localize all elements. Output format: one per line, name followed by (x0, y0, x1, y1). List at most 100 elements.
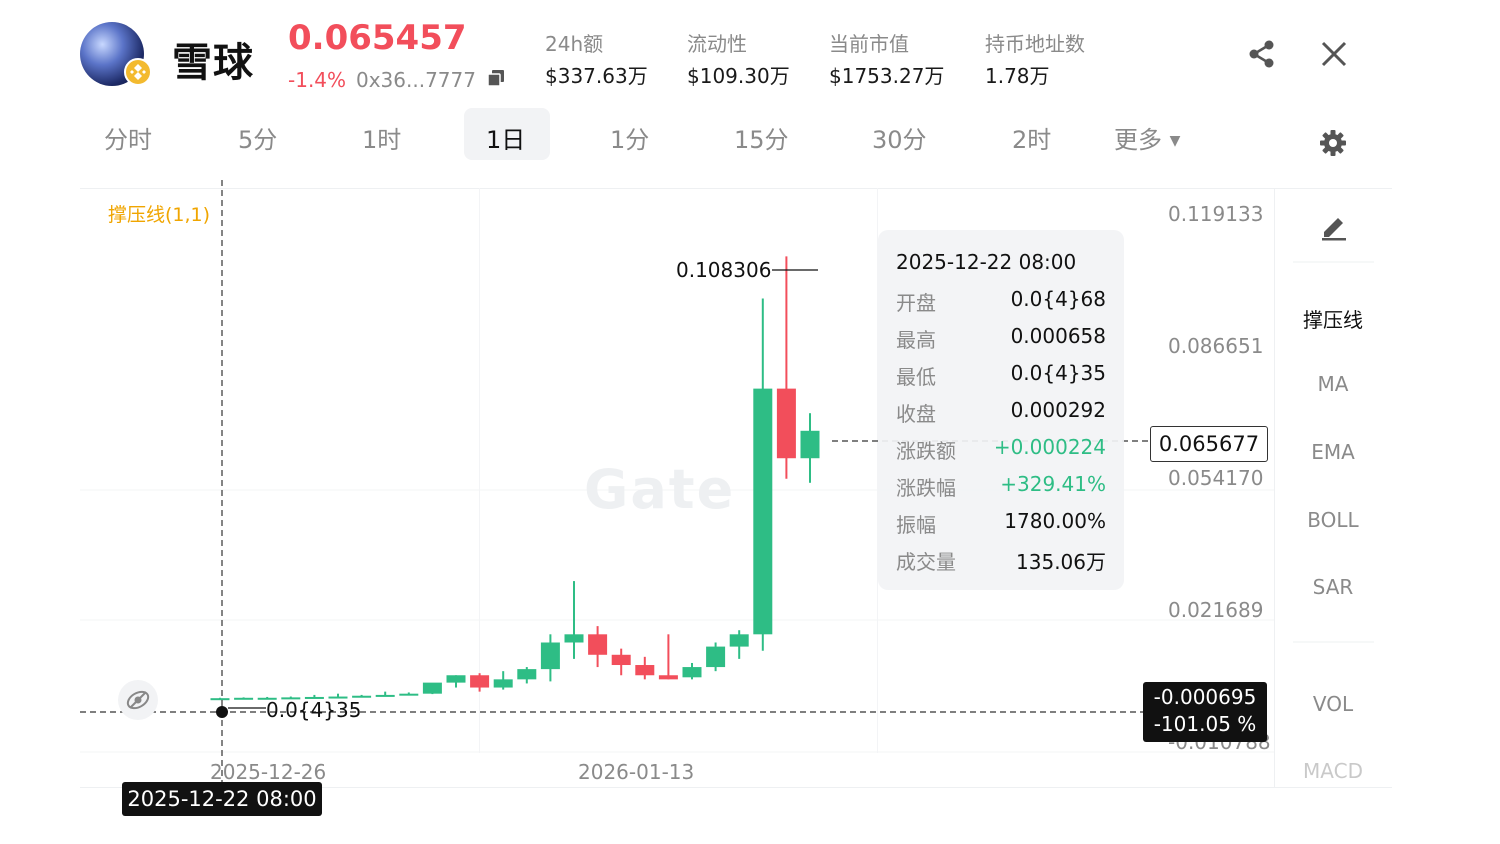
candle-body[interactable] (517, 669, 537, 680)
x-axis-label: 2025-12-26 (210, 760, 327, 784)
stat-value-volume: $337.63万 (545, 64, 648, 88)
candle-body[interactable] (611, 654, 631, 666)
current-price: 0.065457 (288, 18, 467, 58)
tab-timeshare[interactable]: 分时 (104, 126, 152, 154)
stat-label-liquidity: 流动性 (687, 32, 747, 56)
sidebar-tool-ema[interactable]: EMA (1311, 440, 1355, 464)
candle-body[interactable] (729, 634, 749, 647)
tooltip-high-label: 最高 (896, 328, 936, 352)
tooltip-change-label: 涨跌额 (896, 439, 956, 463)
crosshair-value: -0.000695 (1153, 685, 1257, 709)
peak-price-label: 0.108306 (676, 258, 772, 282)
gear-icon[interactable] (1318, 128, 1348, 158)
price-change: -1.4% (288, 68, 347, 92)
candle-body[interactable] (304, 696, 324, 699)
tab-more-label: 更多 (1114, 126, 1162, 154)
indicator-label: 撑压线(1,1) (108, 204, 211, 226)
candle-body[interactable] (658, 675, 678, 680)
candle-body[interactable] (776, 388, 796, 459)
candle-body[interactable] (210, 698, 230, 701)
low-price-label: 0.0{4}35 (266, 698, 362, 722)
candle-body[interactable] (257, 697, 277, 700)
candle-body[interactable] (564, 634, 584, 643)
candle-body[interactable] (635, 665, 655, 676)
candle-body[interactable] (422, 682, 442, 694)
stat-value-market-cap: $1753.27万 (829, 64, 945, 88)
tab-15min[interactable]: 15分 (734, 126, 789, 154)
tab-5min[interactable]: 5分 (238, 126, 278, 154)
draw-pencil-icon[interactable] (1318, 210, 1350, 242)
tooltip-low-label: 最低 (896, 365, 936, 389)
tab-30min[interactable]: 30分 (872, 126, 927, 154)
candle-body[interactable] (234, 697, 254, 700)
candle-body[interactable] (706, 646, 726, 668)
active-tab-highlight (464, 108, 550, 160)
crosshair-percent: -101.05 % (1153, 712, 1257, 736)
tooltip-open-label: 开盘 (896, 291, 936, 315)
tooltip-close-label: 收盘 (896, 402, 936, 426)
y-axis-label: 0.021689 (1168, 598, 1264, 622)
tooltip-volume-value: 135.06万 (1016, 550, 1106, 574)
chevron-down-icon: ▼ (1169, 133, 1181, 149)
candle-body[interactable] (375, 694, 395, 697)
tooltip-amplitude-label: 振幅 (896, 513, 936, 537)
hide-eye-icon[interactable] (118, 680, 158, 720)
tooltip-close-value: 0.000292 (1010, 398, 1106, 422)
stat-value-holders: 1.78万 (985, 64, 1050, 88)
tooltip-change-value: +0.000224 (993, 435, 1106, 459)
candle-body[interactable] (281, 697, 301, 700)
stat-label-holders: 持币地址数 (985, 32, 1085, 56)
sidebar-tool-macd[interactable]: MACD (1303, 759, 1363, 783)
candle-body[interactable] (682, 667, 702, 678)
tooltip-low-value: 0.0{4}35 (1010, 361, 1106, 385)
stat-value-liquidity: $109.30万 (687, 64, 790, 88)
x-axis-label: 2026-01-13 (578, 760, 695, 784)
sidebar-tool-ma[interactable]: MA (1317, 372, 1349, 396)
candle-body[interactable] (399, 693, 419, 696)
chart-area[interactable] (80, 188, 1392, 788)
tooltip-high-value: 0.000658 (1010, 324, 1106, 348)
crosshair-value-box: -0.000695 -101.05 % (1143, 682, 1267, 742)
candle-body[interactable] (588, 634, 608, 655)
chain-badge-icon (124, 58, 152, 86)
close-icon[interactable] (1318, 38, 1350, 70)
tab-1hour[interactable]: 1时 (362, 126, 402, 154)
y-axis-label: 0.086651 (1168, 334, 1264, 358)
candle-body[interactable] (446, 675, 466, 683)
ohlc-tooltip: 2025-12-22 08:00 开盘 0.0{4}68 最高 0.000658… (878, 230, 1124, 590)
candle-body[interactable] (493, 679, 513, 688)
sidebar-tool-boll[interactable]: BOLL (1307, 508, 1359, 532)
candle-body[interactable] (470, 675, 490, 688)
sidebar-tool-support-resistance[interactable]: 撑压线 (1303, 308, 1363, 332)
current-price-marker: 0.065677 (1150, 426, 1268, 462)
candle-body[interactable] (753, 388, 773, 635)
candle-body[interactable] (800, 430, 820, 459)
coin-name: 雪球 (172, 40, 254, 86)
share-icon[interactable] (1246, 38, 1278, 70)
y-axis-label: 0.119133 (1168, 202, 1264, 226)
tab-2hour[interactable]: 2时 (1012, 126, 1052, 154)
tooltip-amplitude-value: 1780.00% (1004, 509, 1106, 533)
candle-body[interactable] (540, 642, 560, 670)
stat-label-market-cap: 当前市值 (829, 32, 909, 56)
tooltip-volume-label: 成交量 (896, 550, 956, 574)
tooltip-open-value: 0.0{4}68 (1010, 287, 1106, 311)
sidebar-tool-vol[interactable]: VOL (1312, 692, 1354, 716)
tab-1day[interactable]: 1日 (486, 126, 526, 154)
copy-icon[interactable] (486, 68, 506, 88)
tooltip-change-pct-value: +329.41% (1000, 472, 1106, 496)
chart-svg (80, 188, 1392, 788)
contract-address: 0x36...7777 (356, 68, 476, 92)
tab-1min[interactable]: 1分 (610, 126, 650, 154)
watermark: Gate (584, 458, 736, 521)
sidebar-tool-sar[interactable]: SAR (1312, 575, 1354, 599)
tooltip-date: 2025-12-22 08:00 (896, 250, 1077, 274)
candle-body[interactable] (328, 696, 348, 699)
candle-body[interactable] (352, 695, 372, 698)
tooltip-change-pct-label: 涨跌幅 (896, 476, 956, 500)
y-axis-label: 0.054170 (1168, 466, 1264, 490)
tab-more[interactable]: 更多 ▼ (1114, 120, 1180, 155)
stat-label-volume: 24h额 (545, 32, 604, 56)
crosshair-date-box: 2025-12-22 08:00 (122, 782, 322, 816)
